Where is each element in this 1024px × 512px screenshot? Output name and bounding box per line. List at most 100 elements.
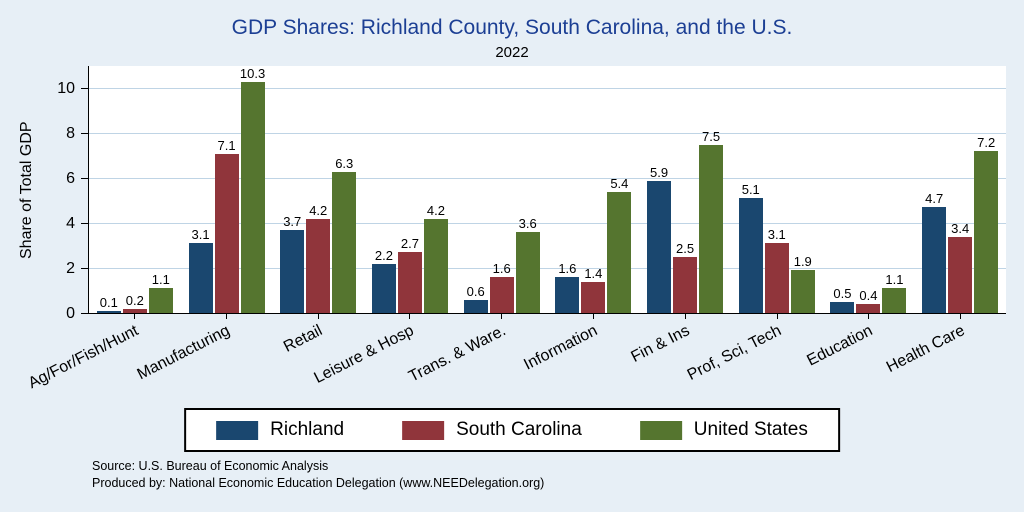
y-tick-label: 8 — [66, 125, 75, 143]
bars: 0.1 0.2 1.1 3.1 7.1 10.3 3.7 4.2 6.3 2.2 2.7 4.2 0.6… — [89, 66, 1006, 313]
bar-value-label: 10.3 — [239, 65, 266, 81]
bar-with-label: 0.4 — [855, 289, 881, 313]
gridline — [89, 132, 1006, 134]
bar-with-label: 3.6 — [515, 217, 541, 313]
bar-united-states — [148, 288, 173, 313]
bar-with-label: 4.2 — [305, 204, 331, 313]
source-line-1: Source: U.S. Bureau of Economic Analysis — [92, 459, 329, 473]
bar-united-states — [423, 218, 448, 313]
bar-value-label: 3.1 — [767, 227, 786, 243]
bar-with-label: 0.6 — [463, 285, 489, 313]
x-tick — [684, 314, 686, 319]
bar-with-label: 1.4 — [580, 267, 606, 313]
legend-swatch — [216, 420, 259, 440]
bar-value-label: 0.2 — [125, 292, 144, 308]
gridline — [89, 177, 1006, 179]
bar-south-carolina — [489, 277, 514, 313]
legend: Richland South Carolina United States — [184, 408, 840, 452]
bar-richland — [738, 198, 763, 313]
category-group: 3.7 4.2 6.3 — [272, 66, 364, 313]
y-tick — [81, 88, 88, 90]
category-group: 4.7 3.4 7.2 — [914, 66, 1006, 313]
x-tick — [501, 314, 503, 319]
bar-richland — [96, 310, 121, 313]
bar-value-label: 5.1 — [741, 182, 760, 198]
bar-value-label: 1.6 — [492, 261, 511, 277]
bar-with-label: 1.1 — [148, 273, 174, 313]
bar-with-label: 1.1 — [881, 273, 907, 313]
chart-title: GDP Shares: Richland County, South Carol… — [231, 16, 793, 39]
category-group: 0.5 0.4 1.1 — [823, 66, 915, 313]
x-tick-label: Retail — [280, 322, 325, 356]
bar-united-states — [974, 151, 999, 313]
chart-subtitle: 2022 — [495, 44, 529, 61]
bar-with-label: 7.2 — [973, 136, 999, 313]
gridline — [89, 267, 1006, 269]
legend-label: Richland — [270, 419, 345, 440]
bar-with-label: 4.7 — [921, 192, 947, 313]
bar-value-label: 7.1 — [217, 137, 236, 153]
x-tick — [317, 314, 319, 319]
bar-value-label: 7.5 — [702, 128, 721, 144]
bar-value-label: 1.4 — [584, 265, 603, 281]
bar-value-label: 4.2 — [426, 202, 445, 218]
category-group: 3.1 7.1 10.3 — [181, 66, 273, 313]
bar-value-label: 2.2 — [374, 247, 393, 263]
legend-swatch — [402, 420, 445, 440]
x-tick-label: Trans. & Ware. — [405, 322, 509, 386]
x-tick — [592, 314, 594, 319]
bar-value-label: 1.1 — [151, 272, 170, 288]
legend-entry: Richland — [216, 419, 344, 441]
bar-value-label: 7.2 — [977, 135, 996, 151]
bar-united-states — [515, 232, 540, 313]
bar-value-label: 5.4 — [610, 175, 629, 191]
y-tick-label: 0 — [66, 305, 75, 322]
x-tick-label: Fin & Ins — [627, 322, 692, 366]
x-tick-label: Manufacturing — [134, 322, 233, 384]
category-group: 1.6 1.4 5.4 — [548, 66, 640, 313]
source-note: Source: U.S. Bureau of Economic Analysis… — [92, 458, 544, 492]
bar-united-states — [699, 144, 724, 313]
bar-with-label: 7.1 — [214, 139, 240, 313]
bar-value-label: 6.3 — [335, 155, 354, 171]
bar-with-label: 3.1 — [764, 228, 790, 313]
bar-value-label: 3.7 — [283, 213, 302, 229]
y-tick — [81, 133, 88, 135]
y-tick — [81, 178, 88, 180]
bar-value-label: 2.7 — [400, 236, 419, 252]
bar-with-label: 10.3 — [240, 67, 266, 313]
gridline — [89, 222, 1006, 224]
bar-richland — [371, 263, 396, 313]
bar-value-label: 0.4 — [859, 288, 878, 304]
y-tick — [81, 223, 88, 225]
bar-value-label: 0.5 — [833, 285, 852, 301]
bar-value-label: 5.9 — [650, 164, 669, 180]
bar-value-label: 4.7 — [925, 191, 944, 207]
bar-with-label: 0.1 — [96, 296, 122, 313]
x-tick-label: Information — [521, 322, 601, 374]
x-axis: Ag/For/Fish/Hunt Manufacturing Retail Leisu… — [26, 314, 1006, 394]
x-tick — [225, 314, 227, 319]
x-tick-label: Education — [804, 322, 876, 370]
y-tick — [81, 313, 88, 314]
category-group: 0.6 1.6 3.6 — [456, 66, 548, 313]
bar-south-carolina — [397, 252, 422, 313]
bar-richland — [463, 299, 488, 313]
legend-swatch — [639, 420, 682, 440]
bar-with-label: 5.9 — [646, 166, 672, 313]
bar-with-label: 5.1 — [738, 183, 764, 313]
x-tick-label: Leisure & Hosp — [311, 322, 417, 387]
bar-united-states — [882, 288, 907, 313]
bar-with-label: 1.9 — [790, 255, 816, 313]
x-tick — [133, 314, 135, 319]
bar-value-label: 2.5 — [676, 240, 695, 256]
bar-with-label: 5.4 — [606, 177, 632, 313]
x-tick — [960, 314, 962, 319]
bar-south-carolina — [948, 236, 973, 313]
bar-richland — [647, 180, 672, 313]
bar-with-label: 3.1 — [188, 228, 214, 313]
source-line-2: Produced by: National Economic Education… — [92, 475, 545, 490]
bar-south-carolina — [856, 304, 881, 313]
bar-united-states — [240, 81, 265, 313]
